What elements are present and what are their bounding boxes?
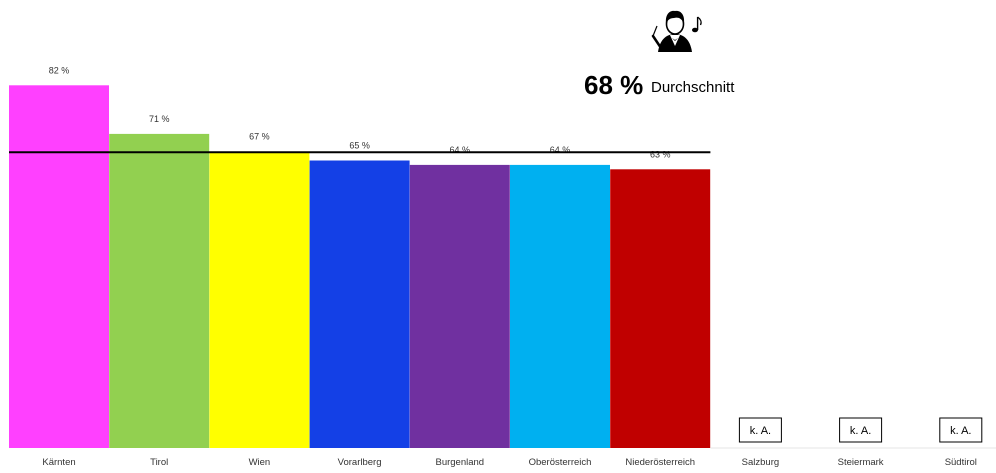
category-label-oberoesterreich: Oberösterreich [529,457,592,468]
average-label: Durchschnitt [651,79,735,96]
conductor-icon-part [651,34,663,50]
data-label-wien: 67 % [249,132,270,142]
bar-tirol [109,133,210,448]
conductor-icon-part [652,25,658,37]
conductor-icon [651,10,702,52]
data-label-oberoesterreich: 64 % [550,145,571,155]
no-data-box-frame [839,417,883,443]
category-label-wien: Wien [249,457,271,468]
data-label-suedtirol: k. A. [950,425,971,437]
bar-wien [209,151,310,448]
category-label-tirol: Tirol [150,457,168,468]
bar-oberoesterreich [510,164,610,448]
data-label-steiermark: k. A. [850,425,871,437]
category-label-salzburg: Salzburg [742,457,780,468]
no-data-box-steiermark: k. A. [839,417,883,443]
average-value: 68 % [584,70,643,100]
category-label-steiermark: Steiermark [838,457,884,468]
category-label-vorarlberg: Vorarlberg [338,457,382,468]
data-label-vorarlberg: 65 % [349,141,370,151]
data-label-burgenland: 64 % [450,145,471,155]
category-label-niederoesterreich: Niederösterreich [625,457,695,468]
labels-layer: 82 % Kärnten 71 % Tirol 67 % Wien 65 % Vorarlbe… [42,65,983,468]
data-label-niederoesterreich: 63 % [650,149,671,159]
data-label-salzburg: k. A. [750,425,771,437]
no-data-box-suedtirol: k. A. [939,417,983,443]
conductor-icon-part [692,27,698,33]
conductor-icon-part [697,16,702,26]
conductor-icon-part [665,10,685,23]
category-label-kaernten: Kärnten [42,457,75,468]
average-annotation: 68 % Durchschnitt [9,10,735,154]
no-data-box-salzburg: k. A. [738,417,782,443]
category-label-burgenland: Burgenland [435,457,484,468]
no-data-box-frame [738,417,782,443]
no-data-box-frame [939,417,983,443]
conductor-icon-part [672,38,678,41]
data-label-kaernten: 82 % [49,65,70,75]
bar-burgenland [409,164,510,448]
bar-kaernten [9,85,109,449]
data-label-tirol: 71 % [149,114,170,124]
bars-layer [9,85,996,449]
bar-niederoesterreich [610,169,711,449]
bar-vorarlberg [309,160,410,448]
category-label-suedtirol: Südtirol [945,457,977,468]
